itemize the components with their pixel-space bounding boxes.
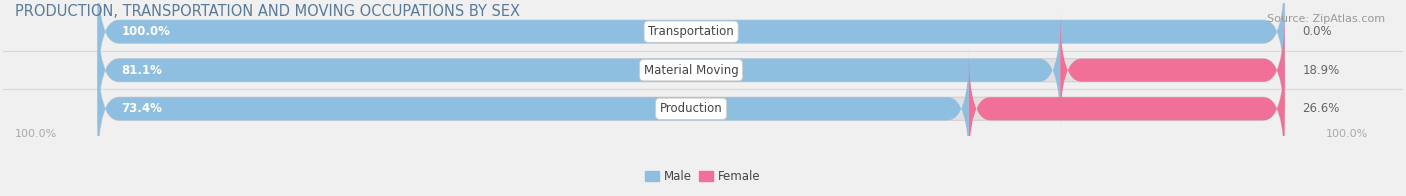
Text: Transportation: Transportation: [648, 25, 734, 38]
Text: 26.6%: 26.6%: [1302, 102, 1340, 115]
Text: 100.0%: 100.0%: [14, 129, 56, 139]
Text: 18.9%: 18.9%: [1302, 64, 1340, 77]
FancyBboxPatch shape: [98, 51, 969, 167]
FancyBboxPatch shape: [98, 12, 1060, 128]
FancyBboxPatch shape: [98, 0, 1285, 90]
Text: 0.0%: 0.0%: [1302, 25, 1331, 38]
FancyBboxPatch shape: [98, 51, 1285, 167]
Text: 73.4%: 73.4%: [121, 102, 162, 115]
FancyBboxPatch shape: [1060, 12, 1285, 128]
FancyBboxPatch shape: [969, 51, 1285, 167]
Legend: Male, Female: Male, Female: [643, 168, 763, 186]
Text: 100.0%: 100.0%: [121, 25, 170, 38]
Text: Production: Production: [659, 102, 723, 115]
Text: 100.0%: 100.0%: [1326, 129, 1368, 139]
FancyBboxPatch shape: [98, 12, 1285, 128]
Text: 81.1%: 81.1%: [121, 64, 162, 77]
FancyBboxPatch shape: [98, 0, 1285, 90]
Text: Source: ZipAtlas.com: Source: ZipAtlas.com: [1267, 14, 1385, 24]
Text: PRODUCTION, TRANSPORTATION AND MOVING OCCUPATIONS BY SEX: PRODUCTION, TRANSPORTATION AND MOVING OC…: [14, 4, 520, 19]
Text: Material Moving: Material Moving: [644, 64, 738, 77]
